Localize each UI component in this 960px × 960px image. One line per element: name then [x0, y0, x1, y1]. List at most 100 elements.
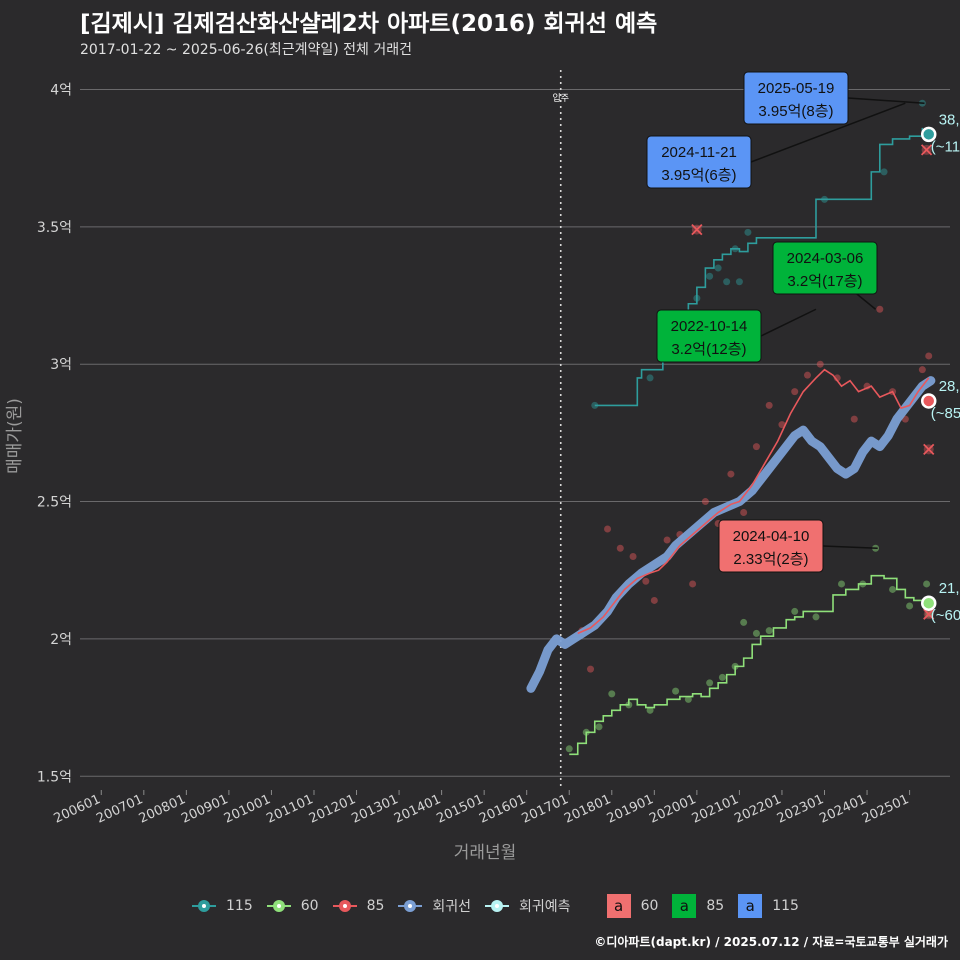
- price-point-60: [672, 687, 680, 695]
- price-point-85: [616, 544, 624, 552]
- forecast-price-115: 38,367: [939, 111, 960, 128]
- legend-box-85[interactable]: a 85: [672, 894, 724, 918]
- annotation-date: 2024-11-21: [661, 144, 737, 161]
- price-point-115: [714, 264, 722, 272]
- price-point-85: [604, 525, 612, 533]
- price-point-85: [803, 371, 811, 379]
- annotation-leader: [760, 308, 817, 337]
- x-tick-label: 201201: [307, 792, 358, 827]
- x-tick-label: 201001: [222, 792, 273, 827]
- legend-box-60-swatch: a: [606, 894, 631, 918]
- legend-box-60[interactable]: a 60: [606, 894, 658, 918]
- x-tick-label: 201801: [562, 792, 613, 827]
- price-point-60: [923, 580, 931, 588]
- annotation-date: 2025-05-19: [758, 80, 835, 97]
- x-tick-label: 201301: [349, 792, 400, 827]
- x-tick-label: 202201: [732, 792, 783, 827]
- legend-label-forecast: 회귀예측: [519, 899, 571, 915]
- annotation-date: 2024-04-10: [733, 528, 810, 545]
- annotation-box: [718, 519, 824, 573]
- price-point-85: [791, 388, 799, 396]
- price-point-85: [816, 360, 824, 368]
- price-point-115: [744, 228, 752, 236]
- annotation-box: [772, 241, 878, 295]
- x-tick-label: 201701: [520, 792, 571, 827]
- forecast-price-60: 21,300: [939, 580, 960, 597]
- legend-dot-center: [342, 904, 347, 908]
- y-tick-label: 2억: [50, 632, 72, 648]
- legend-item-forecast[interactable]: 회귀예측: [485, 896, 571, 916]
- annotation-value: 3.2억(17층): [787, 273, 862, 290]
- legend-item-85[interactable]: 85: [332, 898, 385, 914]
- legend-key-60-icon: [266, 899, 291, 913]
- legend-key-forecast-icon: [485, 899, 510, 913]
- cancelled-mark: [920, 144, 933, 156]
- price-point-60: [706, 679, 714, 687]
- legend-item-60[interactable]: 60: [266, 898, 319, 914]
- forecast-area-60: (~60㎡): [931, 607, 960, 624]
- price-point-115: [735, 278, 743, 286]
- legend-box-85-swatch: a: [672, 894, 697, 918]
- annotation-value: 3.2억(12층): [671, 341, 746, 358]
- legend-key-115-icon: [192, 899, 216, 913]
- trend-line-85: [577, 368, 930, 635]
- x-tick-label: 202101: [690, 792, 741, 827]
- legend-box-115-swatch: a: [738, 894, 763, 918]
- price-point-85: [727, 470, 735, 478]
- x-tick-label: 201401: [392, 792, 443, 827]
- price-point-85: [629, 552, 637, 560]
- annotation-box: [646, 135, 752, 189]
- price-point-85: [701, 498, 709, 506]
- price-point-60: [752, 629, 760, 637]
- annotation-value: 2.33억(2층): [733, 551, 808, 568]
- legend-label-60: 60: [300, 898, 319, 914]
- price-point-85: [918, 366, 926, 374]
- price-point-115: [723, 278, 731, 286]
- y-tick-label: 3억: [50, 357, 72, 373]
- cancelled-mark: [923, 443, 935, 455]
- legend-dot-center: [202, 904, 206, 908]
- y-tick-label: 2.5억: [37, 495, 72, 511]
- price-point-85: [752, 443, 760, 451]
- x-tick-label: 202301: [775, 792, 826, 827]
- price-point-85: [689, 580, 697, 588]
- forecast-point-85: [920, 393, 937, 409]
- x-tick-label: 200701: [94, 792, 145, 827]
- price-point-85: [740, 509, 748, 517]
- price-point-60: [765, 627, 773, 635]
- x-tick-label: 200901: [179, 792, 230, 827]
- legend-dot-center: [495, 904, 500, 908]
- legend-box-115[interactable]: a 115: [738, 894, 799, 918]
- price-point-85: [642, 577, 650, 585]
- legend-item-regression[interactable]: 회귀선: [398, 896, 471, 916]
- legend-box-115-label: 115: [772, 898, 799, 914]
- price-point-60: [565, 745, 573, 753]
- legend-item-115[interactable]: 115: [192, 898, 253, 914]
- legend-label-85: 85: [366, 898, 385, 914]
- annotation-value: 3.95억(8층): [758, 103, 833, 120]
- price-point-85: [925, 352, 933, 360]
- x-axis-title: 거래년월: [454, 843, 517, 863]
- forecast-area-85: (~85㎡): [931, 405, 960, 422]
- price-point-60: [838, 580, 846, 588]
- page-subtitle: 2017-01-22 ~ 2025-06-26(최근계약일) 전체 거래건: [80, 42, 412, 58]
- cancelled-mark: [691, 223, 703, 236]
- x-tick-label: 202001: [647, 792, 698, 827]
- y-tick-label: 4억: [50, 82, 72, 98]
- legend-key-85-icon: [332, 899, 357, 913]
- trend-line-115: [594, 127, 924, 407]
- page-title: [김제시] 김제검산화산샬레2차 아파트(2016) 회귀선 예측: [80, 11, 658, 37]
- x-tick-label: 202401: [817, 792, 868, 827]
- annotation-value: 3.95억(6층): [661, 167, 736, 184]
- y-tick-label: 1.5억: [37, 769, 72, 785]
- price-point-115: [646, 374, 654, 382]
- legend-dot-center: [408, 904, 413, 908]
- annotation-leader: [750, 102, 906, 163]
- forecast-point-60: [920, 595, 937, 611]
- forecast-point-115: [920, 126, 937, 143]
- x-tick-label: 200801: [137, 792, 188, 827]
- legend-key-regression-icon: [398, 899, 423, 913]
- x-tick-label: 200601: [52, 792, 103, 827]
- price-point-85: [876, 305, 884, 313]
